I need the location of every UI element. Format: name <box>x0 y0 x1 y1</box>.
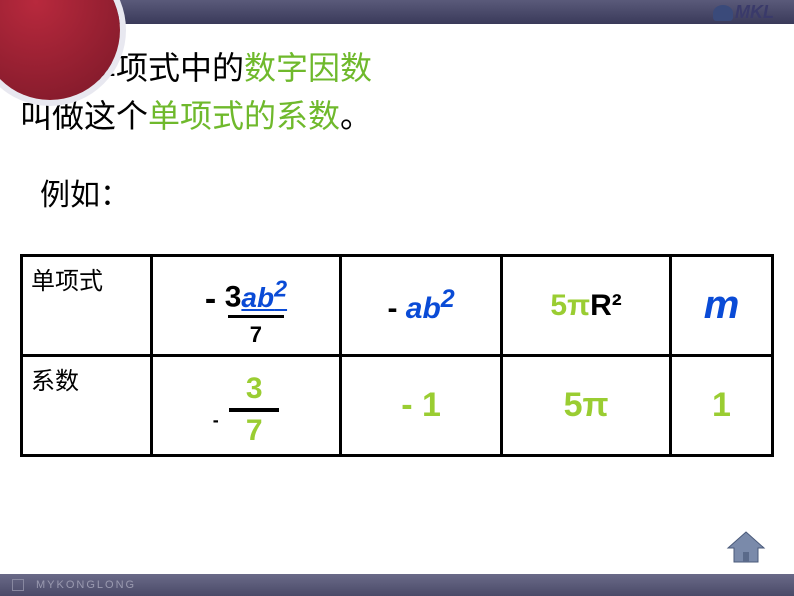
coefficient-cell-2: - 1 <box>341 356 502 456</box>
example-table: 单项式 - 3ab2 7 - ab2 <box>20 254 774 457</box>
denominator: 7 <box>229 414 279 448</box>
definition-line-2: 叫做这个单项式的系数。 <box>20 92 774 140</box>
coefficient-cell-4: 1 <box>670 356 772 456</box>
coefficient-cell-3: 5π <box>502 356 671 456</box>
fraction-bar <box>229 408 279 412</box>
monomial-expression: - ab2 <box>387 292 454 325</box>
denominator: 7 <box>225 322 287 348</box>
text-highlight: 单项式的系数 <box>148 98 340 134</box>
monomial-cell-2: - ab2 <box>341 256 502 356</box>
fraction-expression: - 3ab2 7 <box>205 275 287 347</box>
variable-part: ab2 <box>406 292 455 325</box>
coefficient-part: 5π <box>550 289 590 322</box>
text-plain: 叫做这个 <box>20 98 148 134</box>
home-button[interactable] <box>724 530 768 566</box>
logo: MKL <box>713 2 774 23</box>
monomial-cell-1: - 3ab2 7 <box>152 256 341 356</box>
row-header-coefficient: 系数 <box>22 356 152 456</box>
numerator-coef: 3 <box>225 281 242 314</box>
coefficient-cell-1: - 3 7 <box>152 356 341 456</box>
slide-content: 单项式中的数字因数 叫做这个单项式的系数。 例如： 单项式 - 3ab2 7 <box>0 24 794 457</box>
fraction-bar <box>228 315 284 318</box>
example-label: 例如： <box>40 170 774 214</box>
variable-part: R² <box>590 289 622 322</box>
logo-text: MKL <box>735 2 774 22</box>
coefficient-value: 1 <box>712 386 731 424</box>
coefficient-value: 5π <box>564 386 609 424</box>
home-icon <box>724 530 768 566</box>
variable-part: ab2 <box>241 282 287 313</box>
numerator: 3 <box>229 372 279 406</box>
header-bar: MKL <box>0 0 794 24</box>
monomial-expression: m <box>704 283 740 327</box>
coefficient-value: - 1 <box>401 386 441 424</box>
row-header-monomial: 单项式 <box>22 256 152 356</box>
fraction-coefficient: - 3 7 <box>213 372 279 448</box>
minus-sign: - <box>205 280 216 318</box>
footer-text: MYKONGLONG <box>36 579 136 591</box>
text-highlight: 数字因数 <box>244 50 372 86</box>
text-plain: 。 <box>340 98 372 134</box>
table-row: 单项式 - 3ab2 7 - ab2 <box>22 256 773 356</box>
footer-icon <box>12 579 24 591</box>
logo-icon <box>713 5 733 21</box>
minus-sign: - <box>387 292 405 325</box>
definition-line-1: 单项式中的数字因数 <box>20 44 774 92</box>
monomial-expression: 5πR² <box>550 289 621 322</box>
footer-bar: MYKONGLONG <box>0 574 794 596</box>
monomial-cell-3: 5πR² <box>502 256 671 356</box>
table-row: 系数 - 3 7 - 1 5π 1 <box>22 356 773 456</box>
monomial-cell-4: m <box>670 256 772 356</box>
minus-sign: - <box>213 410 219 430</box>
